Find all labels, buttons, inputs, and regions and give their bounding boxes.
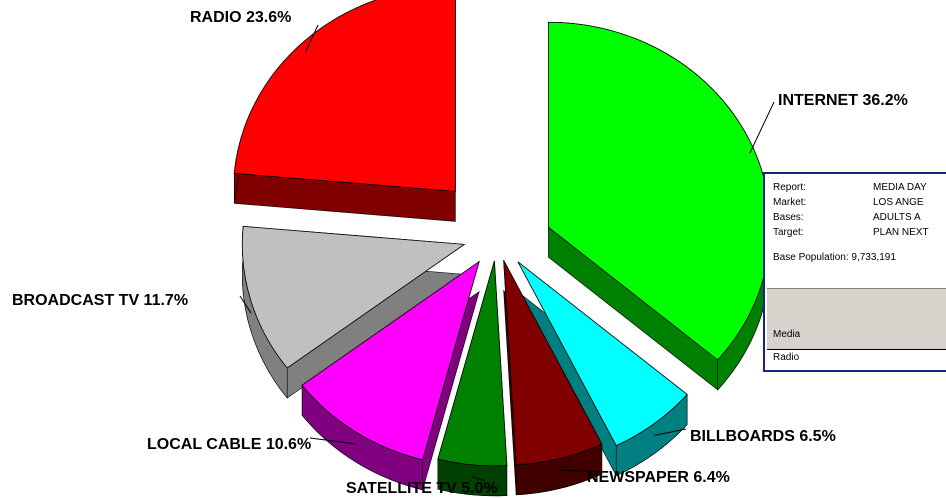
slice-label-local-cable: LOCAL CABLE 10.6% — [147, 436, 312, 453]
slice-newspaper — [503, 259, 603, 466]
slice-broadcast-tv — [241, 225, 466, 369]
slice-local-cable — [301, 260, 480, 461]
report-key: Report: — [773, 182, 806, 193]
report-value: MEDIA DAY — [873, 182, 927, 193]
slice-internet — [548, 21, 771, 361]
target-key: Target: — [773, 227, 804, 238]
leader-line-local-cable — [309, 437, 356, 445]
slice-label-billboards: BILLBOARDS 6.5% — [690, 428, 836, 445]
market-key: Market: — [773, 197, 807, 208]
table-header-band — [767, 288, 946, 349]
table-cell-radio: Radio — [773, 352, 800, 363]
leader-line-satellite-tv — [471, 476, 486, 482]
target-value: PLAN NEXT — [873, 227, 929, 238]
base-population: Base Population: 9,733,191 — [773, 252, 896, 263]
slice-label-newspaper: NEWSPAPER 6.4% — [587, 469, 730, 486]
slice-radio — [233, 0, 456, 192]
leader-line-broadcast-tv — [239, 295, 252, 314]
leader-line-radio — [305, 24, 319, 53]
slice-label-internet: INTERNET 36.2% — [778, 92, 908, 109]
slice-billboards — [517, 261, 688, 447]
table-divider — [767, 349, 946, 350]
leader-line-internet — [749, 101, 775, 154]
column-header-media: Media — [773, 329, 801, 340]
leader-line-billboards — [654, 428, 687, 436]
slice-label-satellite-tv: SATELLITE TV 5.0% — [346, 480, 498, 497]
slice-label-broadcast-tv: BROADCAST TV 11.7% — [12, 292, 189, 309]
bases-value: ADULTS A — [873, 212, 921, 223]
leader-line-newspaper — [560, 469, 591, 472]
bases-key: Bases: — [773, 212, 804, 223]
market-value: LOS ANGE — [873, 197, 924, 208]
report-panel: Report: MEDIA DAY Market: LOS ANGE Bases… — [763, 172, 946, 372]
slice-label-radio: RADIO 23.6% — [190, 9, 292, 26]
slice-satellite-tv — [437, 260, 508, 467]
